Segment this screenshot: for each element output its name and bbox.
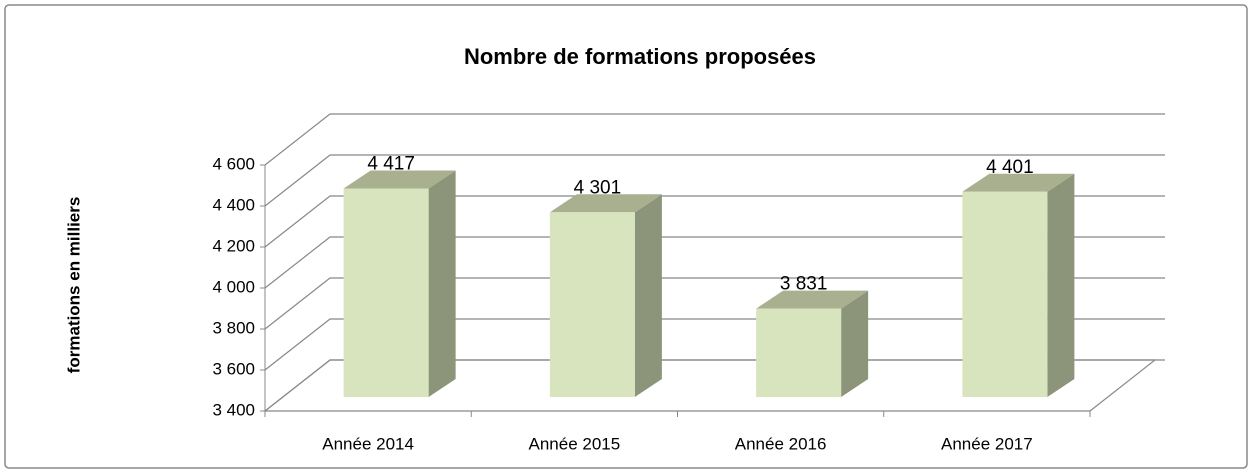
bar-top — [962, 173, 1075, 192]
data-label: 4 301 — [574, 177, 622, 198]
x-tick-label: Année 2017 — [941, 434, 1033, 453]
data-label: 4 417 — [367, 154, 415, 175]
chart-title: Nombre de formations proposées — [464, 44, 816, 69]
grid-line — [264, 113, 1165, 166]
grid-line — [264, 154, 1165, 207]
y-tick-label: 4 400 — [212, 195, 255, 214]
y-tick-label: 4 200 — [212, 236, 255, 255]
bar-side — [428, 170, 456, 397]
bar — [549, 212, 635, 397]
grid-line — [264, 277, 1165, 330]
bar — [962, 191, 1048, 397]
y-tick-label: 3 600 — [212, 359, 255, 378]
x-tick-label: Année 2015 — [529, 434, 621, 453]
grid-line — [264, 318, 1165, 371]
bar-side — [634, 194, 662, 397]
y-tick-label: 3 800 — [212, 318, 255, 337]
bar — [343, 188, 429, 397]
y-axis-label: formations en milliers — [64, 197, 83, 374]
grid-line — [264, 359, 1165, 412]
bar-top — [549, 194, 662, 213]
x-tick-label: Année 2014 — [322, 434, 414, 453]
grid-line — [264, 236, 1165, 289]
y-tick-label: 4 600 — [212, 154, 255, 173]
bar — [756, 308, 842, 397]
data-label: 4 401 — [986, 157, 1034, 178]
bar-side — [1047, 173, 1075, 397]
x-tick-label: Année 2016 — [735, 434, 827, 453]
y-tick-label: 4 000 — [212, 277, 255, 296]
bar-top — [343, 170, 456, 189]
bar-top — [756, 290, 869, 309]
data-label: 3 831 — [780, 274, 828, 295]
bar-side — [841, 290, 869, 397]
y-tick-label: 3 400 — [212, 400, 255, 419]
grid-line — [264, 195, 1165, 248]
